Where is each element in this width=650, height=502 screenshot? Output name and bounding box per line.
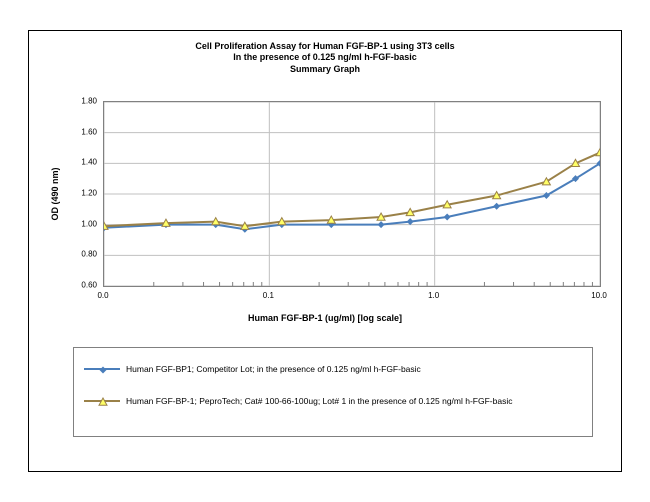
legend-label-competitor: Human FGF-BP1; Competitor Lot; in the pr… [126, 364, 421, 374]
legend-swatch-peprotech [84, 396, 120, 406]
plot-area [103, 101, 601, 287]
title-line-1: Cell Proliferation Assay for Human FGF-B… [29, 41, 621, 52]
x-tick-label: 10.0 [591, 291, 607, 300]
legend-swatch-competitor [84, 364, 120, 374]
x-axis-title: Human FGF-BP-1 (ug/ml) [log scale] [29, 313, 621, 323]
legend: Human FGF-BP1; Competitor Lot; in the pr… [73, 347, 593, 437]
y-tick-label: 0.60 [69, 281, 97, 290]
y-axis-title: OD (490 nm) [50, 167, 60, 220]
y-tick-label: 1.20 [69, 189, 97, 198]
plot-svg [104, 102, 600, 286]
legend-item-competitor: Human FGF-BP1; Competitor Lot; in the pr… [84, 364, 582, 374]
y-tick-label: 1.60 [69, 127, 97, 136]
x-tick-label: 0.0 [97, 291, 108, 300]
chart-title: Cell Proliferation Assay for Human FGF-B… [29, 31, 621, 75]
y-tick-label: 0.80 [69, 250, 97, 259]
chart-container: Cell Proliferation Assay for Human FGF-B… [28, 30, 622, 472]
title-line-2: In the presence of 0.125 ng/ml h-FGF-bas… [29, 52, 621, 63]
x-tick-label: 1.0 [428, 291, 439, 300]
legend-item-peprotech: Human FGF-BP-1; PeproTech; Cat# 100-66-1… [84, 396, 582, 406]
y-tick-label: 1.40 [69, 158, 97, 167]
x-tick-label: 0.1 [263, 291, 274, 300]
title-line-3: Summary Graph [29, 64, 621, 75]
y-tick-label: 1.00 [69, 219, 97, 228]
y-tick-label: 1.80 [69, 97, 97, 106]
legend-label-peprotech: Human FGF-BP-1; PeproTech; Cat# 100-66-1… [126, 396, 512, 406]
